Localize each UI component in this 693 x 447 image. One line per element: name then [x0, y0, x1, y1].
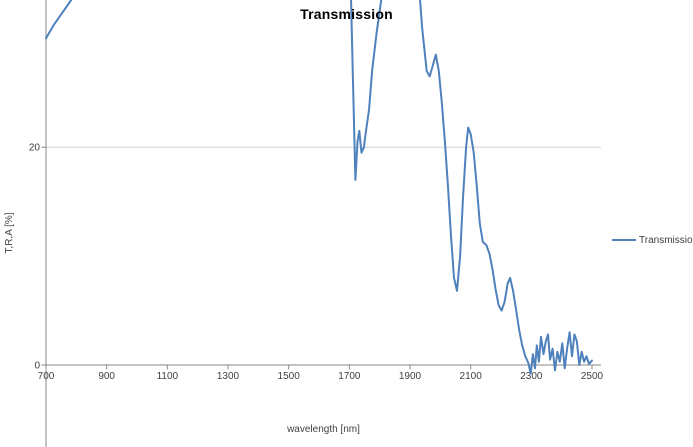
- legend: Transmission: [612, 234, 693, 246]
- x-tick-label: 1700: [338, 371, 361, 382]
- legend-line-marker: [612, 239, 636, 241]
- x-tick-label: 1300: [217, 371, 240, 382]
- x-tick-label: 700: [38, 371, 55, 382]
- x-tick-label: 2300: [520, 371, 543, 382]
- series-line-transmission: [45, 0, 593, 375]
- x-tick-label: 1100: [157, 371, 179, 382]
- x-tick-label: 1900: [399, 371, 422, 382]
- x-tick-label: 1500: [278, 371, 301, 382]
- x-tick-label: 2100: [460, 371, 483, 382]
- y-tick-label: 0: [34, 361, 40, 372]
- legend-label: Transmission: [639, 234, 693, 246]
- y-tick-label: 20: [29, 143, 41, 154]
- chart-title: Transmission: [300, 6, 393, 22]
- x-tick-label: 2500: [581, 371, 604, 382]
- y-axis-title: T,R,A [%]: [4, 212, 15, 254]
- x-axis-title: wavelength [nm]: [287, 424, 360, 435]
- x-tick-label: 900: [98, 371, 115, 382]
